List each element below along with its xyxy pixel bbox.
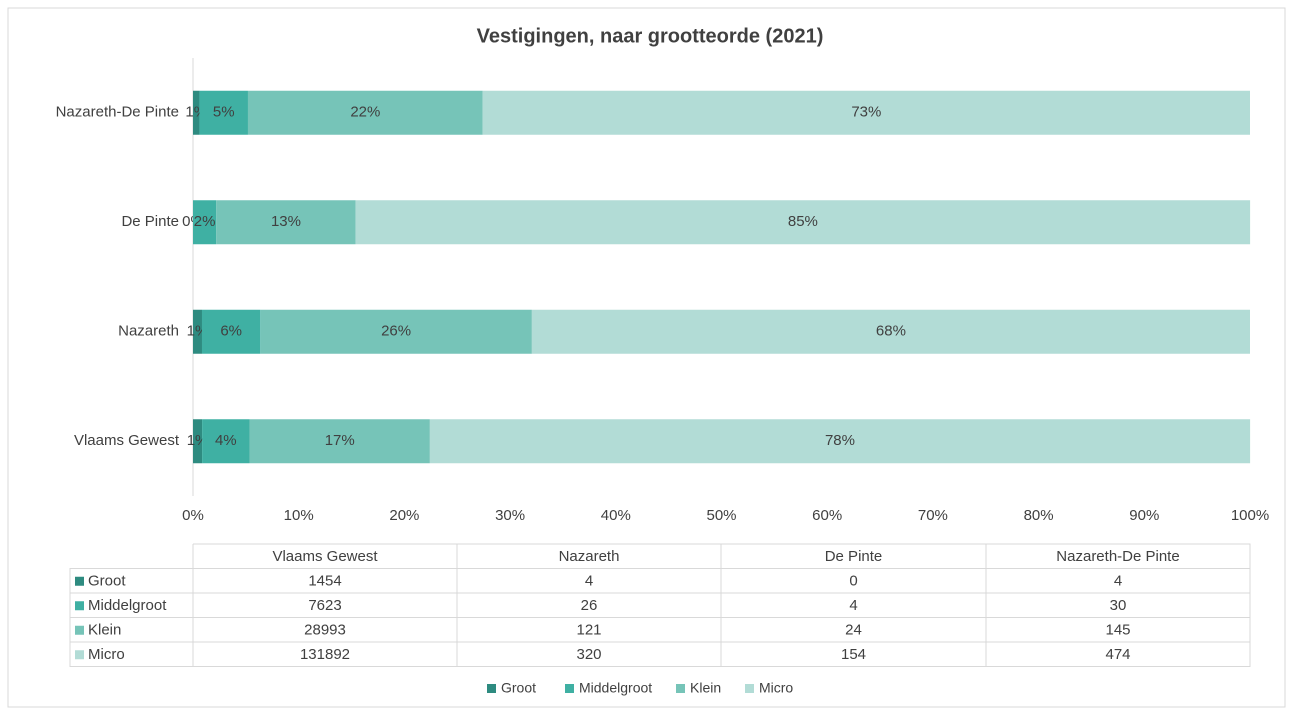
data-label: 17%	[325, 432, 355, 449]
data-label: 2%	[194, 213, 216, 230]
table-cell: 131892	[300, 646, 350, 663]
x-tick-label: 50%	[706, 507, 736, 524]
table-legend-key	[75, 625, 84, 635]
x-tick-label: 90%	[1129, 507, 1159, 524]
legend-swatch	[745, 684, 754, 693]
y-tick-label: Nazareth-De Pinte	[56, 104, 179, 121]
table-cell: 474	[1105, 646, 1130, 663]
table-row-label: Middelgroot	[88, 597, 167, 614]
table-row-label: Micro	[88, 646, 125, 663]
y-tick-label: Nazareth	[118, 323, 179, 340]
table-cell: 4	[1114, 573, 1122, 590]
bar-segment	[247, 90, 483, 135]
table-cell: 7623	[308, 597, 341, 614]
table-header: De Pinte	[825, 548, 883, 565]
data-label: 13%	[271, 213, 301, 230]
data-label: 22%	[350, 104, 380, 121]
table-header: Vlaams Gewest	[272, 548, 378, 565]
table-header: Nazareth-De Pinte	[1056, 548, 1179, 565]
table-legend-key	[75, 601, 84, 611]
bar-segment	[201, 309, 261, 354]
table-legend-key	[75, 650, 84, 660]
bar-segment	[531, 309, 1250, 354]
bar-segment	[202, 419, 250, 464]
table-row-label: Groot	[88, 573, 126, 590]
table-cell: 1454	[308, 573, 341, 590]
x-tick-label: 40%	[601, 507, 631, 524]
x-tick-label: 30%	[495, 507, 525, 524]
table-cell: 4	[585, 573, 593, 590]
legend-label: Middelgroot	[579, 680, 652, 696]
table-cell: 145	[1105, 622, 1130, 639]
y-tick-label: Vlaams Gewest	[74, 432, 180, 449]
bar-segment	[199, 90, 248, 135]
table-row-label: Klein	[88, 622, 121, 639]
bar-segment	[193, 200, 217, 245]
table-cell: 154	[841, 646, 866, 663]
bar-segment	[193, 90, 200, 135]
table-cell: 26	[581, 597, 598, 614]
bar-segment	[193, 419, 203, 464]
x-tick-label: 60%	[812, 507, 842, 524]
data-label: 73%	[851, 104, 881, 121]
data-label: 4%	[215, 432, 237, 449]
data-label: 6%	[220, 323, 242, 340]
y-tick-label: De Pinte	[121, 213, 179, 230]
table-cell: 121	[576, 622, 601, 639]
table-grid	[69, 543, 1251, 667]
bar-segment	[482, 90, 1250, 135]
x-tick-label: 10%	[284, 507, 314, 524]
legend-label: Groot	[501, 680, 536, 696]
legend-label: Klein	[690, 680, 721, 696]
x-tick-label: 80%	[1024, 507, 1054, 524]
x-tick-label: 20%	[389, 507, 419, 524]
table-cell: 30	[1110, 597, 1127, 614]
table-cell: 24	[845, 622, 862, 639]
data-label: 78%	[825, 432, 855, 449]
x-tick-label: 70%	[918, 507, 948, 524]
bar-segment	[216, 200, 356, 245]
legend-swatch	[676, 684, 685, 693]
table-cell: 28993	[304, 622, 346, 639]
table-cell: 320	[576, 646, 601, 663]
legend-label: Micro	[759, 680, 793, 696]
table-cell: 4	[849, 597, 857, 614]
data-label: 85%	[788, 213, 818, 230]
bar-segment	[355, 200, 1251, 245]
legend-swatch	[487, 684, 496, 693]
chart-title: Vestigingen, naar grootteorde (2021)	[477, 25, 824, 47]
table-cell: 0	[849, 573, 857, 590]
bar-segment	[249, 419, 430, 464]
data-label: 26%	[381, 323, 411, 340]
bar-segment	[193, 309, 202, 354]
table-legend-key	[75, 576, 84, 586]
bar-segment	[429, 419, 1251, 464]
data-label: 5%	[213, 104, 235, 121]
legend-swatch	[565, 684, 574, 693]
x-tick-label: 0%	[182, 507, 204, 524]
bar-segment	[260, 309, 532, 354]
table-header: Nazareth	[559, 548, 620, 565]
x-tick-label: 100%	[1231, 507, 1269, 524]
data-label: 68%	[876, 323, 906, 340]
